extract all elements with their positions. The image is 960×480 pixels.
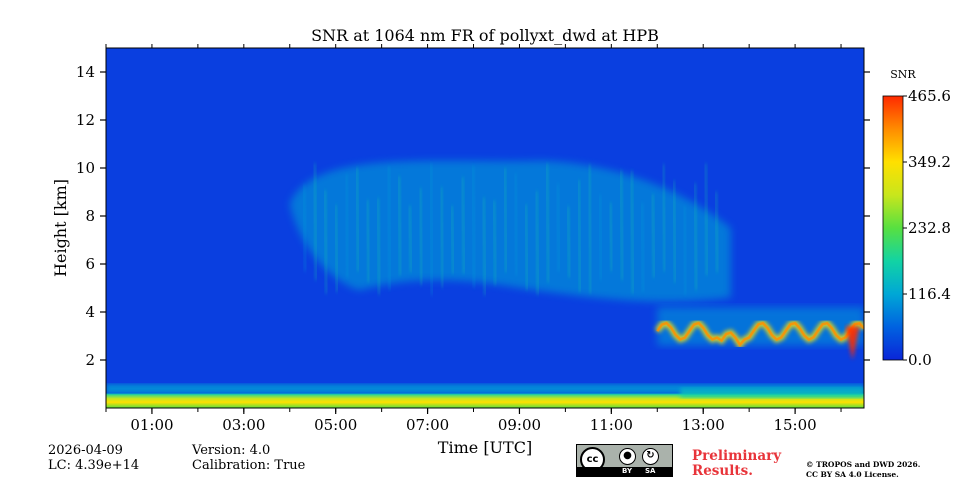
chart-title: SNR at 1064 nm FR of pollyxt_dwd at HPB [311,26,659,45]
x-tick-label: 07:00 [406,416,449,434]
y-tick-label: 8 [85,207,95,225]
x-tick-label: 05:00 [314,416,357,434]
preliminary-line-1: Preliminary [692,448,782,464]
heatmap-feature [106,384,864,394]
footer-version-block: Version: 4.0 Calibration: True [192,443,305,473]
footer-calibration: Calibration: True [192,458,306,473]
colorbar: SNR 0.0 116.4 232.8 349.2 465.6 [882,68,951,369]
heatmap-feature [654,307,864,360]
footer-date: 2026-04-09 [48,443,123,458]
y-axis-label: Height [km] [51,179,70,277]
x-tick-label: 01:00 [130,416,173,434]
copyright-note: © TROPOS and DWD 2026. CC BY SA 4.0 Lice… [806,460,920,480]
y-axis: 2 4 6 8 10 12 14 [76,63,870,369]
colorbar-tick-label: 232.8 [908,219,951,237]
x-axis-label: Time [UTC] [438,438,532,457]
cc-sa-label: SA [645,467,656,475]
colorbar-tick-label: 0.0 [908,351,932,369]
share-alike-icon: ↻ [642,448,659,465]
y-tick-label: 14 [76,63,95,81]
preliminary-line-2: Results. [692,463,753,479]
footer-version: Version: 4.0 [192,443,271,458]
cc-license-badge: cc ● ↻ BY SA [576,444,673,477]
colorbar-tick-label: 349.2 [908,153,951,171]
colorbar-tick-label: 116.4 [908,285,951,303]
y-tick-label: 10 [76,159,95,177]
attribution-person-icon: ● [619,448,636,465]
x-tick-label: 11:00 [590,416,633,434]
colorbar-gradient [882,95,904,361]
footer-lc: LC: 4.39e+14 [48,458,140,473]
colorbar-label: SNR [890,68,916,81]
x-tick-label: 09:00 [498,416,541,434]
x-axis: 01:00 03:00 05:00 07:00 09:00 11:00 13:00 15:00 [105,44,842,434]
y-tick-label: 6 [85,255,95,273]
cc-badge-strip: BY SA [577,467,672,476]
preliminary-results-note: Preliminary Results. [692,449,781,479]
colorbar-tick-label: 465.6 [908,87,951,105]
copyright-line-1: © TROPOS and DWD 2026. [806,460,921,469]
footer-date-block: 2026-04-09 LC: 4.39e+14 [48,443,139,473]
plot-area [106,48,864,408]
copyright-line-2: CC BY SA 4.0 License. [806,470,899,479]
plot-frame [105,47,865,409]
cc-by-label: BY [622,467,633,475]
x-tick-label: 03:00 [222,416,265,434]
y-tick-label: 2 [85,351,95,369]
y-tick-label: 4 [85,303,95,321]
x-tick-label: 15:00 [773,416,816,434]
x-tick-label: 13:00 [682,416,725,434]
heatmap-feature [289,160,731,302]
y-tick-label: 12 [76,111,95,129]
